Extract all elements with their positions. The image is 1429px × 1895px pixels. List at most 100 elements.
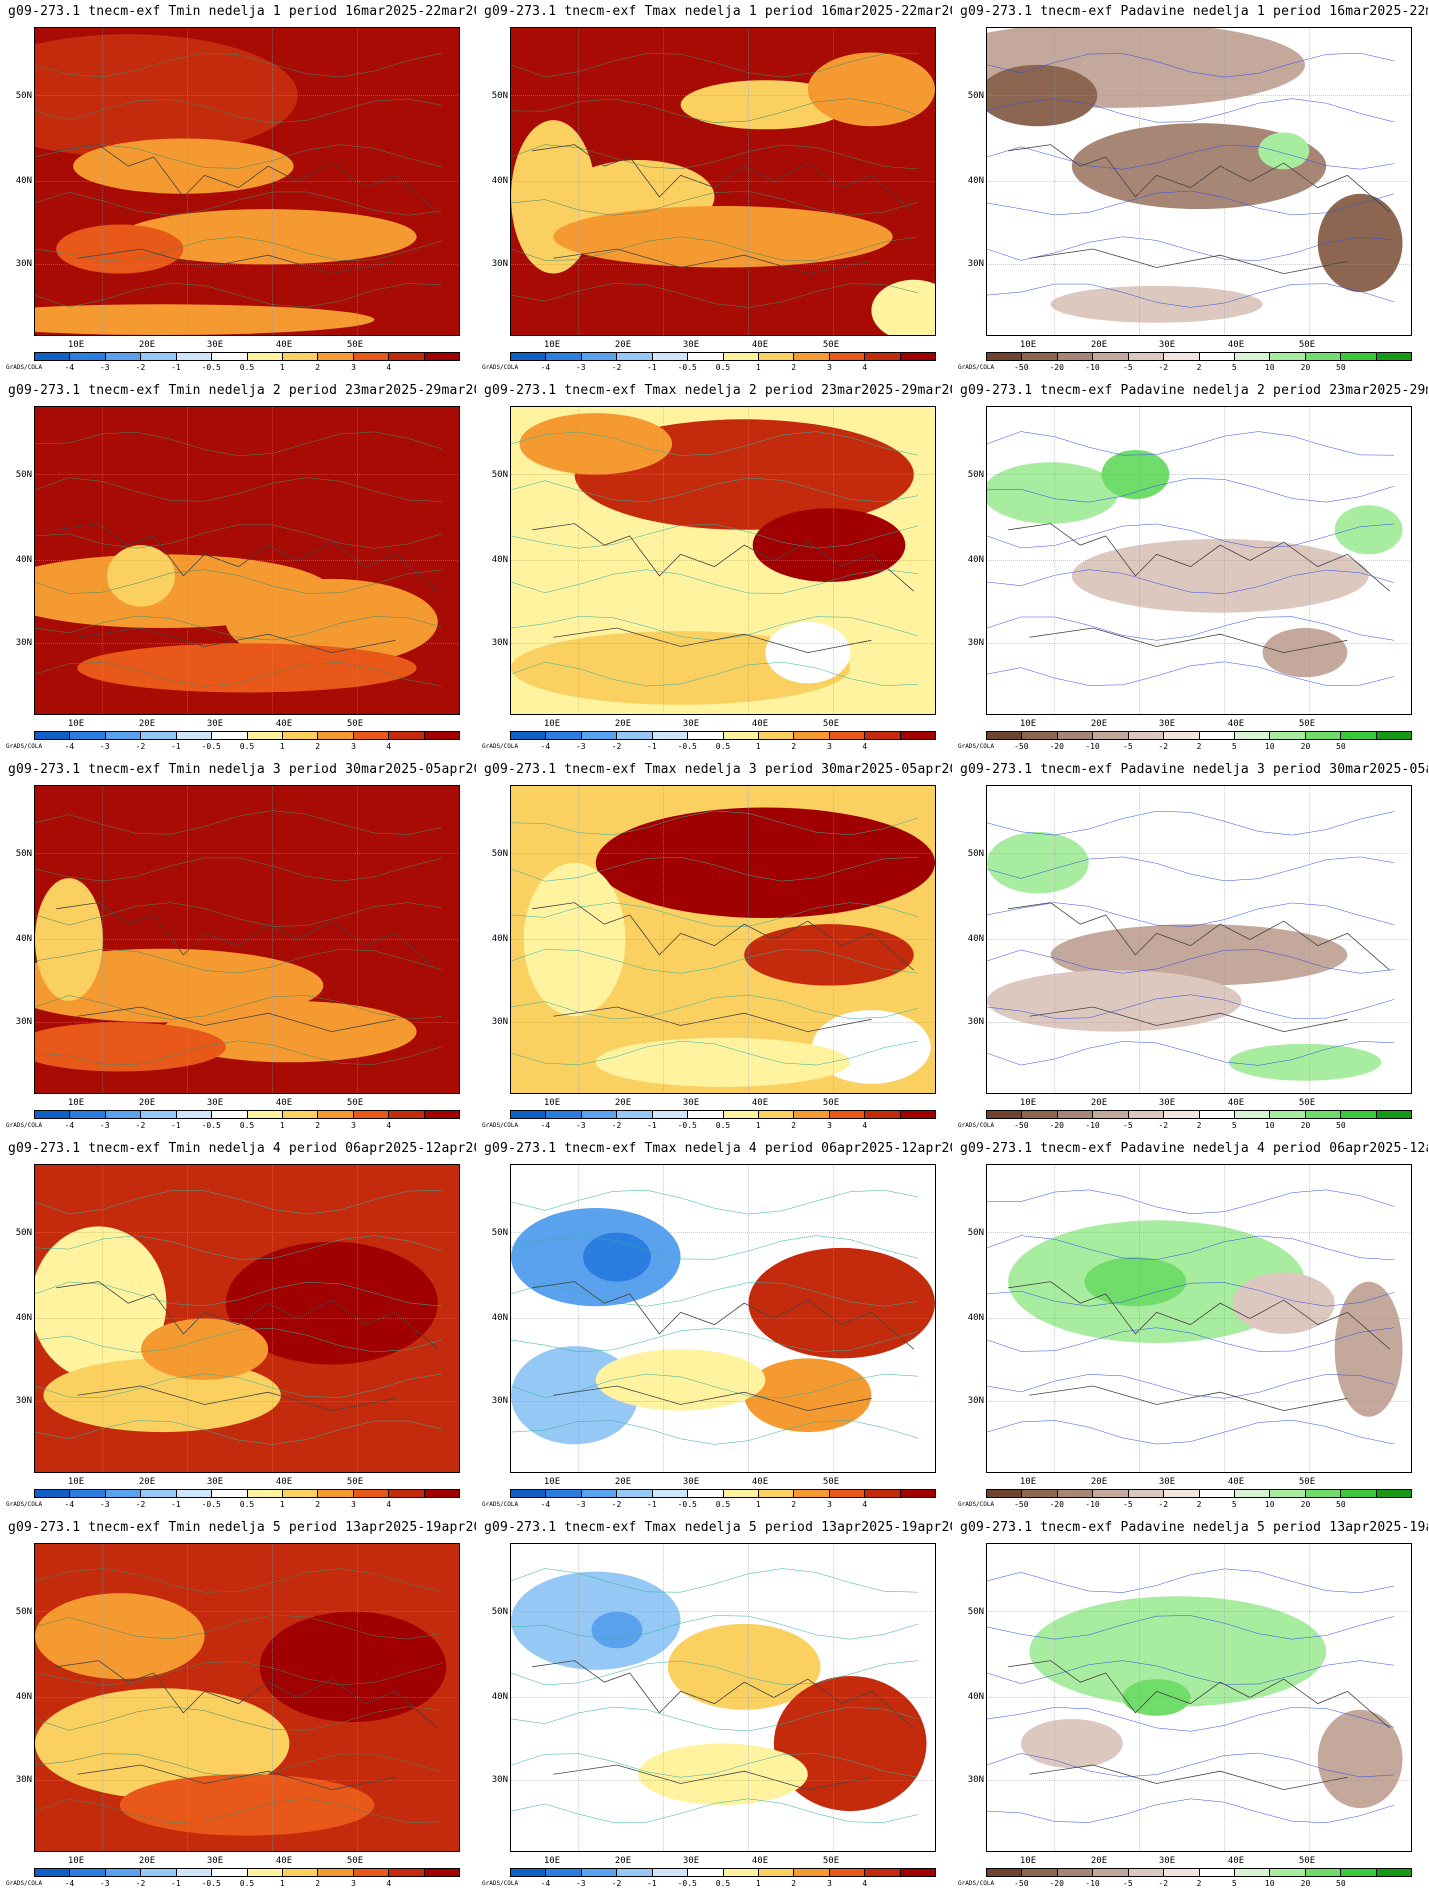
map-area xyxy=(986,1164,1412,1473)
color-scale-swatch xyxy=(353,1111,390,1118)
color-scale-swatch xyxy=(141,1490,177,1497)
map-area xyxy=(34,1543,460,1852)
color-scale-swatch xyxy=(1164,353,1200,360)
anomaly-field xyxy=(987,1165,1411,1472)
longitude-label: 40E xyxy=(275,340,293,350)
color-scale-label: 50 xyxy=(1336,363,1346,372)
color-scale-label: 50 xyxy=(1336,1879,1346,1888)
color-scale-swatch xyxy=(247,1111,283,1118)
longitude-label: 20E xyxy=(138,1098,156,1108)
color-scale-swatch xyxy=(105,1490,142,1497)
color-scale-label: -2 xyxy=(135,742,146,751)
color-scale-label: 3 xyxy=(827,742,832,751)
color-scale-swatch xyxy=(282,732,319,739)
color-scale-label: -0.5 xyxy=(677,363,697,372)
contour-line xyxy=(35,858,442,881)
color-scale-label: 2 xyxy=(791,1121,797,1130)
contour-line xyxy=(35,1236,442,1260)
color-scale-label: -3 xyxy=(575,1500,586,1509)
latitude-label: 50N xyxy=(967,91,984,101)
color-scale-label: -0.5 xyxy=(201,742,221,751)
color-scale-label: -10 xyxy=(1085,1879,1100,1888)
latitude-label: 50N xyxy=(967,849,984,859)
contour-line xyxy=(511,1569,918,1593)
color-scale-swatch xyxy=(1234,1490,1271,1497)
latitude-label: 40N xyxy=(491,934,508,944)
color-scale-label: -3 xyxy=(575,363,586,372)
color-scale-swatch xyxy=(1341,353,1377,360)
color-scale-swatch xyxy=(1093,732,1129,739)
color-scale-label: 5 xyxy=(1231,1879,1237,1888)
color-scale-label: 5 xyxy=(1231,742,1237,751)
coastline xyxy=(1008,903,1390,1032)
latitude-label: 50N xyxy=(15,1228,32,1238)
color-scale-label: -50 xyxy=(1014,1121,1029,1130)
latitude-label: 30N xyxy=(15,1396,32,1406)
anomaly-region xyxy=(553,206,893,268)
panel-title: g09-273.1 tnecm-exf Tmax nedelja 2 perio… xyxy=(484,383,952,398)
map-area xyxy=(986,1543,1412,1852)
color-scale-label: -3 xyxy=(575,742,586,751)
contour-line xyxy=(35,995,442,1019)
latitude-label: 40N xyxy=(967,1313,984,1323)
panel-title: g09-273.1 tnecm-exf Tmin nedelja 5 perio… xyxy=(8,1520,476,1535)
color-scale-swatch xyxy=(617,1111,653,1118)
longitude-label: 50E xyxy=(1298,340,1316,350)
color-scale-swatch xyxy=(105,353,142,360)
color-scale-label: -20 xyxy=(1049,742,1064,751)
color-scale-label: -3 xyxy=(575,1121,586,1130)
color-scale-swatch xyxy=(1305,1869,1342,1876)
color-scale-swatch xyxy=(723,732,759,739)
color-scale-swatch xyxy=(1305,1111,1342,1118)
latitude-label: 50N xyxy=(15,470,32,480)
latitude-label: 50N xyxy=(967,1228,984,1238)
map-panel: g09-273.1 tnecm-exf Tmax nedelja 4 perio… xyxy=(476,1137,952,1516)
color-scale-swatch xyxy=(900,1490,936,1497)
anomaly-region xyxy=(1258,132,1310,170)
color-scale-swatch xyxy=(70,1490,106,1497)
longitude-label: 20E xyxy=(614,719,632,729)
color-scale-bar xyxy=(510,1110,936,1119)
color-scale-label: 20 xyxy=(1300,1121,1311,1130)
latitude-label: 30N xyxy=(967,638,984,648)
color-scale-label: -20 xyxy=(1049,363,1064,372)
color-scale-swatch xyxy=(1128,732,1165,739)
color-scale-swatch xyxy=(424,732,460,739)
color-scale-label: 1 xyxy=(755,742,761,751)
color-scale-swatch xyxy=(318,1869,354,1876)
color-scale-label: -2 xyxy=(611,1121,622,1130)
color-scale-swatch xyxy=(1057,1111,1094,1118)
color-scale-swatch xyxy=(652,353,689,360)
color-scale-swatch xyxy=(688,732,724,739)
color-scale-swatch xyxy=(723,353,759,360)
color-scale-label: -0.5 xyxy=(677,1500,697,1509)
contour-line xyxy=(511,662,918,686)
color-scale-label: -4 xyxy=(540,1500,551,1509)
color-scale-label: -0.5 xyxy=(677,742,697,751)
color-scale-swatch xyxy=(723,1869,759,1876)
map-area xyxy=(34,785,460,1094)
color-scale-swatch xyxy=(617,1869,653,1876)
color-scale-swatch xyxy=(688,1111,724,1118)
color-scale-swatch xyxy=(794,732,830,739)
color-scale-label: 4 xyxy=(386,1879,392,1888)
source-label: GrADS/COLA xyxy=(6,1501,43,1508)
longitude-label: 40E xyxy=(751,1477,769,1487)
color-scale-swatch xyxy=(176,353,213,360)
color-scale-swatch xyxy=(1376,353,1412,360)
longitude-label: 30E xyxy=(206,719,224,729)
color-scale-label: -2 xyxy=(1158,1879,1169,1888)
color-scale-label: 0.5 xyxy=(239,363,255,372)
longitude-label: 10E xyxy=(1019,719,1037,729)
color-scale-swatch xyxy=(389,1869,425,1876)
color-scale-swatch xyxy=(546,1111,582,1118)
longitude-label: 20E xyxy=(138,1856,156,1866)
longitude-label: 30E xyxy=(206,1477,224,1487)
color-scale-swatch xyxy=(829,1869,866,1876)
source-label: GrADS/COLA xyxy=(958,1880,995,1887)
color-scale-label: -2 xyxy=(1158,1500,1169,1509)
color-scale-label: -4 xyxy=(64,1121,75,1130)
anomaly-region xyxy=(1084,1257,1187,1307)
anomaly-region xyxy=(987,462,1119,524)
longitude-label: 10E xyxy=(67,1856,85,1866)
